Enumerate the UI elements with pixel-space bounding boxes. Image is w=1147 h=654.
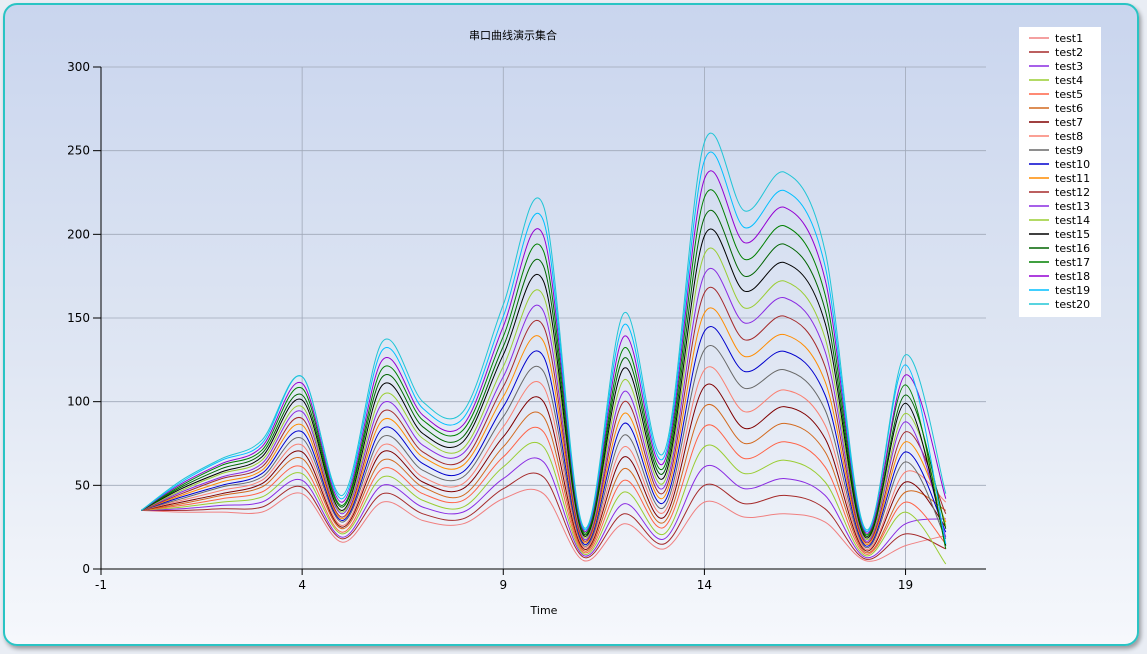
legend-label: test4 — [1055, 74, 1083, 87]
chart-title: 串口曲线演示集合 — [469, 28, 557, 42]
line-chart: 串口曲线演示集合 0 50 100 150 200 250 300 -1 4 9 14 19 Time… — [5, 5, 1137, 644]
legend-label: test12 — [1055, 186, 1090, 199]
legend-label: test5 — [1055, 88, 1083, 101]
y-tick-label: 200 — [67, 227, 90, 241]
legend-label: test18 — [1055, 270, 1090, 283]
legend-label: test8 — [1055, 130, 1083, 143]
x-axis-title: Time — [530, 604, 558, 617]
series-line-test6 — [141, 404, 946, 552]
x-tick-label: 4 — [298, 578, 306, 592]
series-line-test1 — [141, 489, 946, 561]
legend-label: test15 — [1055, 228, 1090, 241]
legend-label: test3 — [1055, 60, 1083, 73]
series-line-test12 — [141, 287, 946, 543]
legend-label: test11 — [1055, 172, 1090, 185]
series-line-test2 — [141, 473, 946, 559]
legend-label: test20 — [1055, 298, 1090, 311]
legend-label: test10 — [1055, 158, 1090, 171]
y-tick-label: 250 — [67, 144, 90, 158]
y-tick-label: 300 — [67, 60, 90, 74]
x-tick-label: 14 — [697, 578, 712, 592]
legend-label: test19 — [1055, 284, 1090, 297]
y-tick-label: 50 — [75, 478, 90, 492]
legend-label: test17 — [1055, 256, 1090, 269]
y-tick-label: 100 — [67, 395, 90, 409]
x-tick-label: -1 — [95, 578, 107, 592]
series-line-test10 — [141, 327, 946, 547]
series-line-test3 — [141, 458, 946, 558]
legend-label: test1 — [1055, 32, 1083, 45]
chart-frame: 串口曲线演示集合 0 50 100 150 200 250 300 -1 4 9 14 19 Time… — [3, 3, 1139, 646]
y-tick-label: 150 — [67, 311, 90, 325]
legend-label: test7 — [1055, 116, 1083, 129]
x-tick-label: 9 — [499, 578, 507, 592]
legend-label: test9 — [1055, 144, 1083, 157]
legend-label: test2 — [1055, 46, 1083, 59]
x-tick-label: 19 — [898, 578, 913, 592]
legend-label: test14 — [1055, 214, 1090, 227]
legend-label: test6 — [1055, 102, 1083, 115]
y-tick-label: 0 — [82, 562, 90, 576]
series-layer — [141, 133, 946, 564]
legend-label: test16 — [1055, 242, 1090, 255]
legend: test1test2test3test4test5test6test7test8… — [1019, 27, 1101, 317]
legend-label: test13 — [1055, 200, 1090, 213]
